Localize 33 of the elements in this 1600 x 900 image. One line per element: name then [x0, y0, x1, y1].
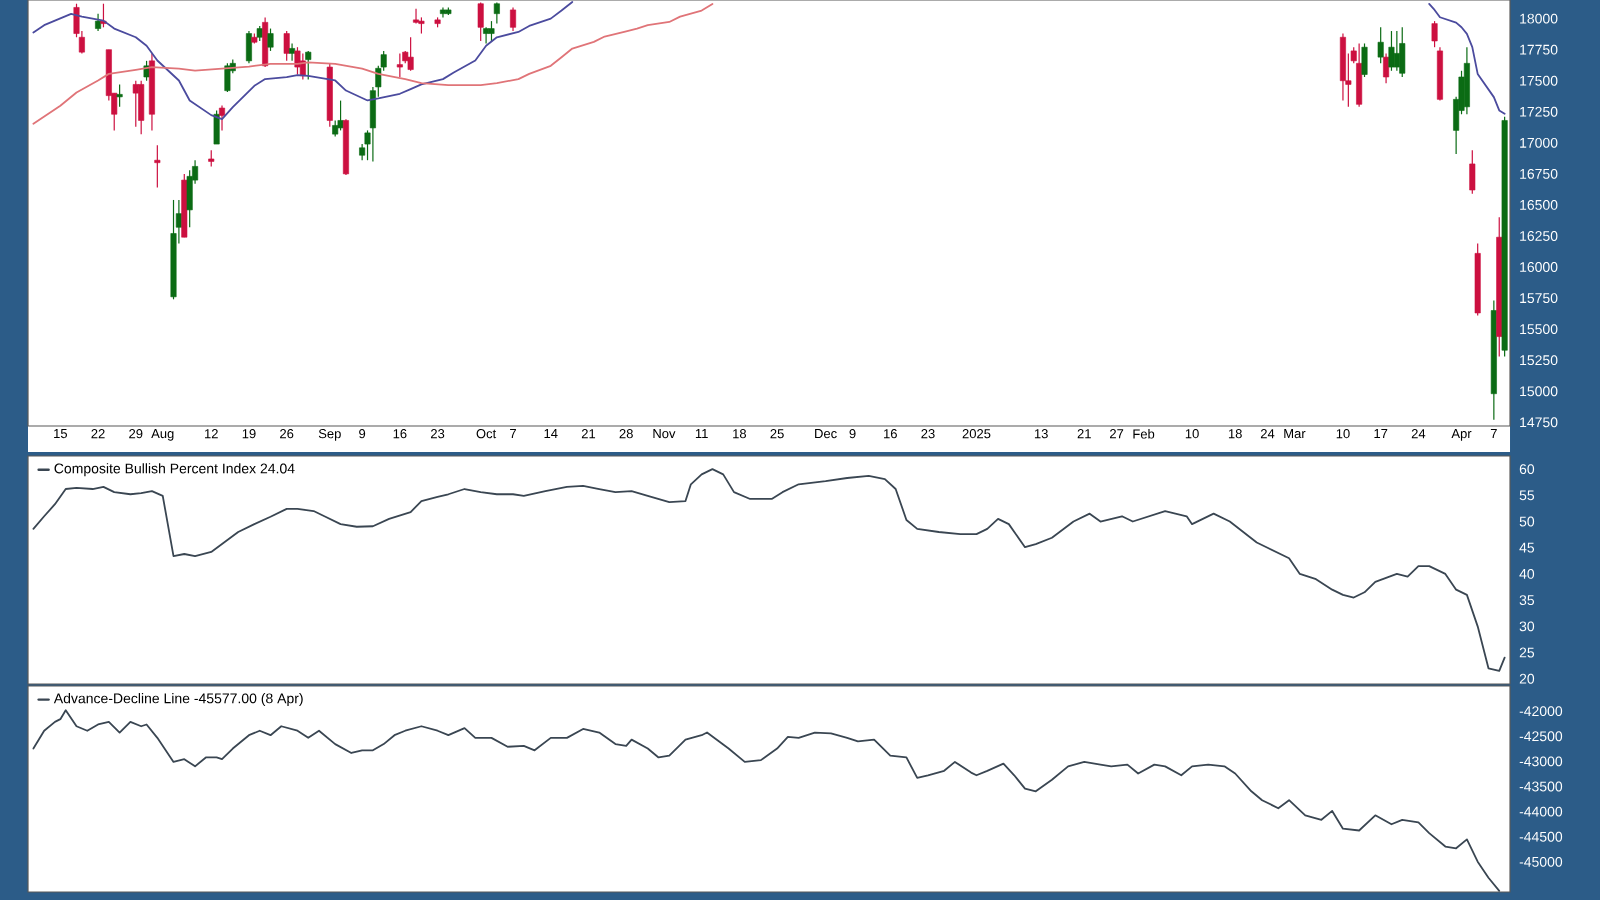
candlestick: [213, 109, 220, 145]
candlestick: [245, 30, 252, 64]
candlestick: [1377, 26, 1384, 64]
candlestick: [1361, 42, 1368, 78]
candlestick: [262, 16, 269, 68]
candlestick: [1399, 26, 1406, 78]
candlestick: [483, 26, 490, 45]
candlestick: [407, 36, 414, 72]
candlestick: [116, 83, 123, 108]
candlestick: [305, 50, 312, 81]
candlestick: [289, 42, 296, 62]
candlestick: [1388, 30, 1395, 72]
candlestick: [510, 6, 517, 32]
candlestick: [283, 30, 290, 62]
candlestick: [396, 52, 403, 78]
candlestick: [294, 46, 301, 76]
candlestick: [138, 80, 145, 135]
candlestick: [488, 20, 495, 42]
candlestick: [219, 104, 226, 131]
candlestick: [1383, 52, 1390, 84]
candlestick: [1431, 20, 1438, 48]
candlestick: [493, 1, 500, 25]
candlestick: [224, 62, 231, 93]
candlestick: [1339, 32, 1346, 102]
candlestick: [132, 80, 139, 128]
candlestick: [337, 99, 344, 131]
candlestick: [1356, 42, 1363, 108]
candlestick: [154, 144, 161, 189]
candlestick: [1469, 149, 1476, 195]
line-series: [32, 709, 1501, 892]
candlestick: [1463, 46, 1470, 115]
candlestick: [477, 1, 484, 42]
candlestick: [267, 27, 274, 52]
